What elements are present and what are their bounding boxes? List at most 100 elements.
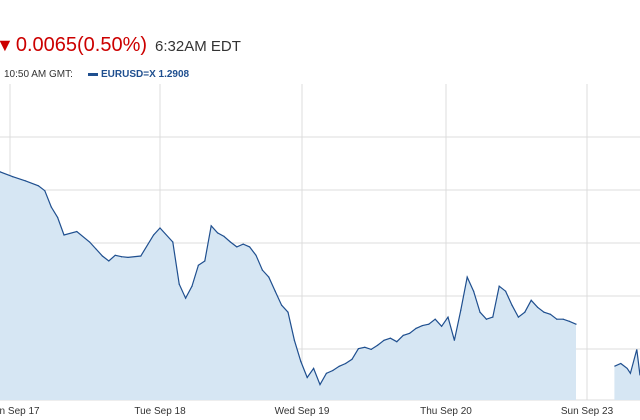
chart-info-bar: 10:50 AM GMT: EURUSD=X 1.2908 <box>0 66 640 84</box>
data-point <box>287 311 289 313</box>
data-point <box>76 230 78 233</box>
quote-time: 6:32AM EDT <box>155 38 241 55</box>
data-point <box>460 309 462 311</box>
data-point <box>415 327 417 329</box>
x-tick-label: on Sep 17 <box>0 406 40 417</box>
data-point <box>63 234 65 236</box>
data-point <box>25 180 27 182</box>
data-point <box>575 323 577 325</box>
data-point <box>89 241 91 243</box>
data-point <box>543 311 545 313</box>
data-point <box>453 339 455 341</box>
data-point <box>364 346 366 348</box>
data-point <box>524 311 526 313</box>
data-point <box>485 318 487 320</box>
data-point <box>37 185 40 187</box>
data-point <box>409 332 411 334</box>
data-point <box>293 339 295 341</box>
gmt-time-label: 10:50 AM GMT: <box>4 69 73 80</box>
data-point <box>338 365 340 367</box>
data-point <box>121 256 123 258</box>
data-point <box>351 358 353 360</box>
data-point <box>479 311 481 313</box>
data-point <box>537 306 539 308</box>
x-tick-label: Tue Sep 18 <box>134 406 186 417</box>
data-point <box>505 290 507 292</box>
data-point <box>466 276 468 278</box>
data-point <box>377 344 379 346</box>
x-tick-label: Wed Sep 19 <box>275 406 330 417</box>
quote-header: ▼ 0.0065(0.50%) 6:32AM EDT <box>0 34 241 62</box>
data-point <box>210 225 212 227</box>
legend-label: EURUSD=X 1.2908 <box>101 69 190 80</box>
data-point <box>332 369 334 372</box>
price-change: 0.0065(0.50%) <box>15 34 148 56</box>
data-point <box>402 334 404 336</box>
x-tick-label: Thu Sep 20 <box>420 406 472 417</box>
data-point <box>569 320 571 322</box>
data-point <box>153 234 155 236</box>
data-point <box>12 176 14 178</box>
data-point <box>127 256 129 259</box>
price-line-tail <box>614 349 640 376</box>
data-point <box>300 360 302 362</box>
data-point <box>421 324 423 327</box>
data-point <box>281 304 283 306</box>
data-point <box>556 318 558 320</box>
price-area-fill <box>0 171 576 400</box>
data-point <box>249 246 251 248</box>
data-point <box>319 383 321 386</box>
data-point <box>517 316 520 318</box>
data-point <box>255 254 257 256</box>
data-point <box>261 269 263 271</box>
data-point <box>396 341 398 343</box>
data-point <box>325 372 327 374</box>
data-point <box>114 254 116 256</box>
data-point <box>274 290 276 292</box>
price-area-fill-tail <box>614 349 640 400</box>
data-point <box>306 376 308 379</box>
data-point <box>172 241 174 243</box>
data-point <box>357 348 359 350</box>
data-point <box>428 323 430 325</box>
data-point <box>185 297 187 299</box>
data-point <box>95 248 97 250</box>
data-point <box>44 190 46 192</box>
data-point <box>498 285 500 287</box>
data-point <box>345 362 347 365</box>
data-point <box>223 235 225 237</box>
legend-entry[interactable]: EURUSD=X 1.2908 <box>88 69 189 80</box>
data-point <box>197 264 199 266</box>
data-point <box>511 304 513 306</box>
data-point <box>178 283 180 285</box>
data-point <box>229 241 231 243</box>
data-point <box>447 316 449 318</box>
down-arrow-icon: ▼ <box>0 35 14 55</box>
data-point <box>191 285 193 287</box>
data-point <box>268 276 270 278</box>
data-point <box>441 325 443 327</box>
data-point <box>313 367 315 369</box>
data-point <box>217 232 219 234</box>
data-point <box>242 243 244 245</box>
data-point <box>0 171 1 173</box>
data-point <box>159 227 161 229</box>
data-point <box>108 260 110 262</box>
data-point <box>57 216 59 219</box>
data-point <box>530 299 532 301</box>
data-point <box>434 318 436 320</box>
data-point <box>101 255 103 257</box>
data-point <box>473 290 475 292</box>
legend-swatch-icon <box>88 72 98 76</box>
data-point <box>50 206 52 208</box>
data-point <box>236 246 238 248</box>
data-point <box>204 260 206 262</box>
data-point <box>370 348 372 351</box>
data-point <box>492 316 494 318</box>
data-point <box>383 339 385 341</box>
data-point <box>549 313 552 315</box>
x-tick-label: Sun Sep 23 <box>561 406 614 417</box>
data-point <box>562 318 564 320</box>
price-chart[interactable]: on Sep 17 Tue Sep 18 Wed Sep 19 Thu Sep 20 S… <box>0 84 640 420</box>
data-point <box>140 255 142 257</box>
